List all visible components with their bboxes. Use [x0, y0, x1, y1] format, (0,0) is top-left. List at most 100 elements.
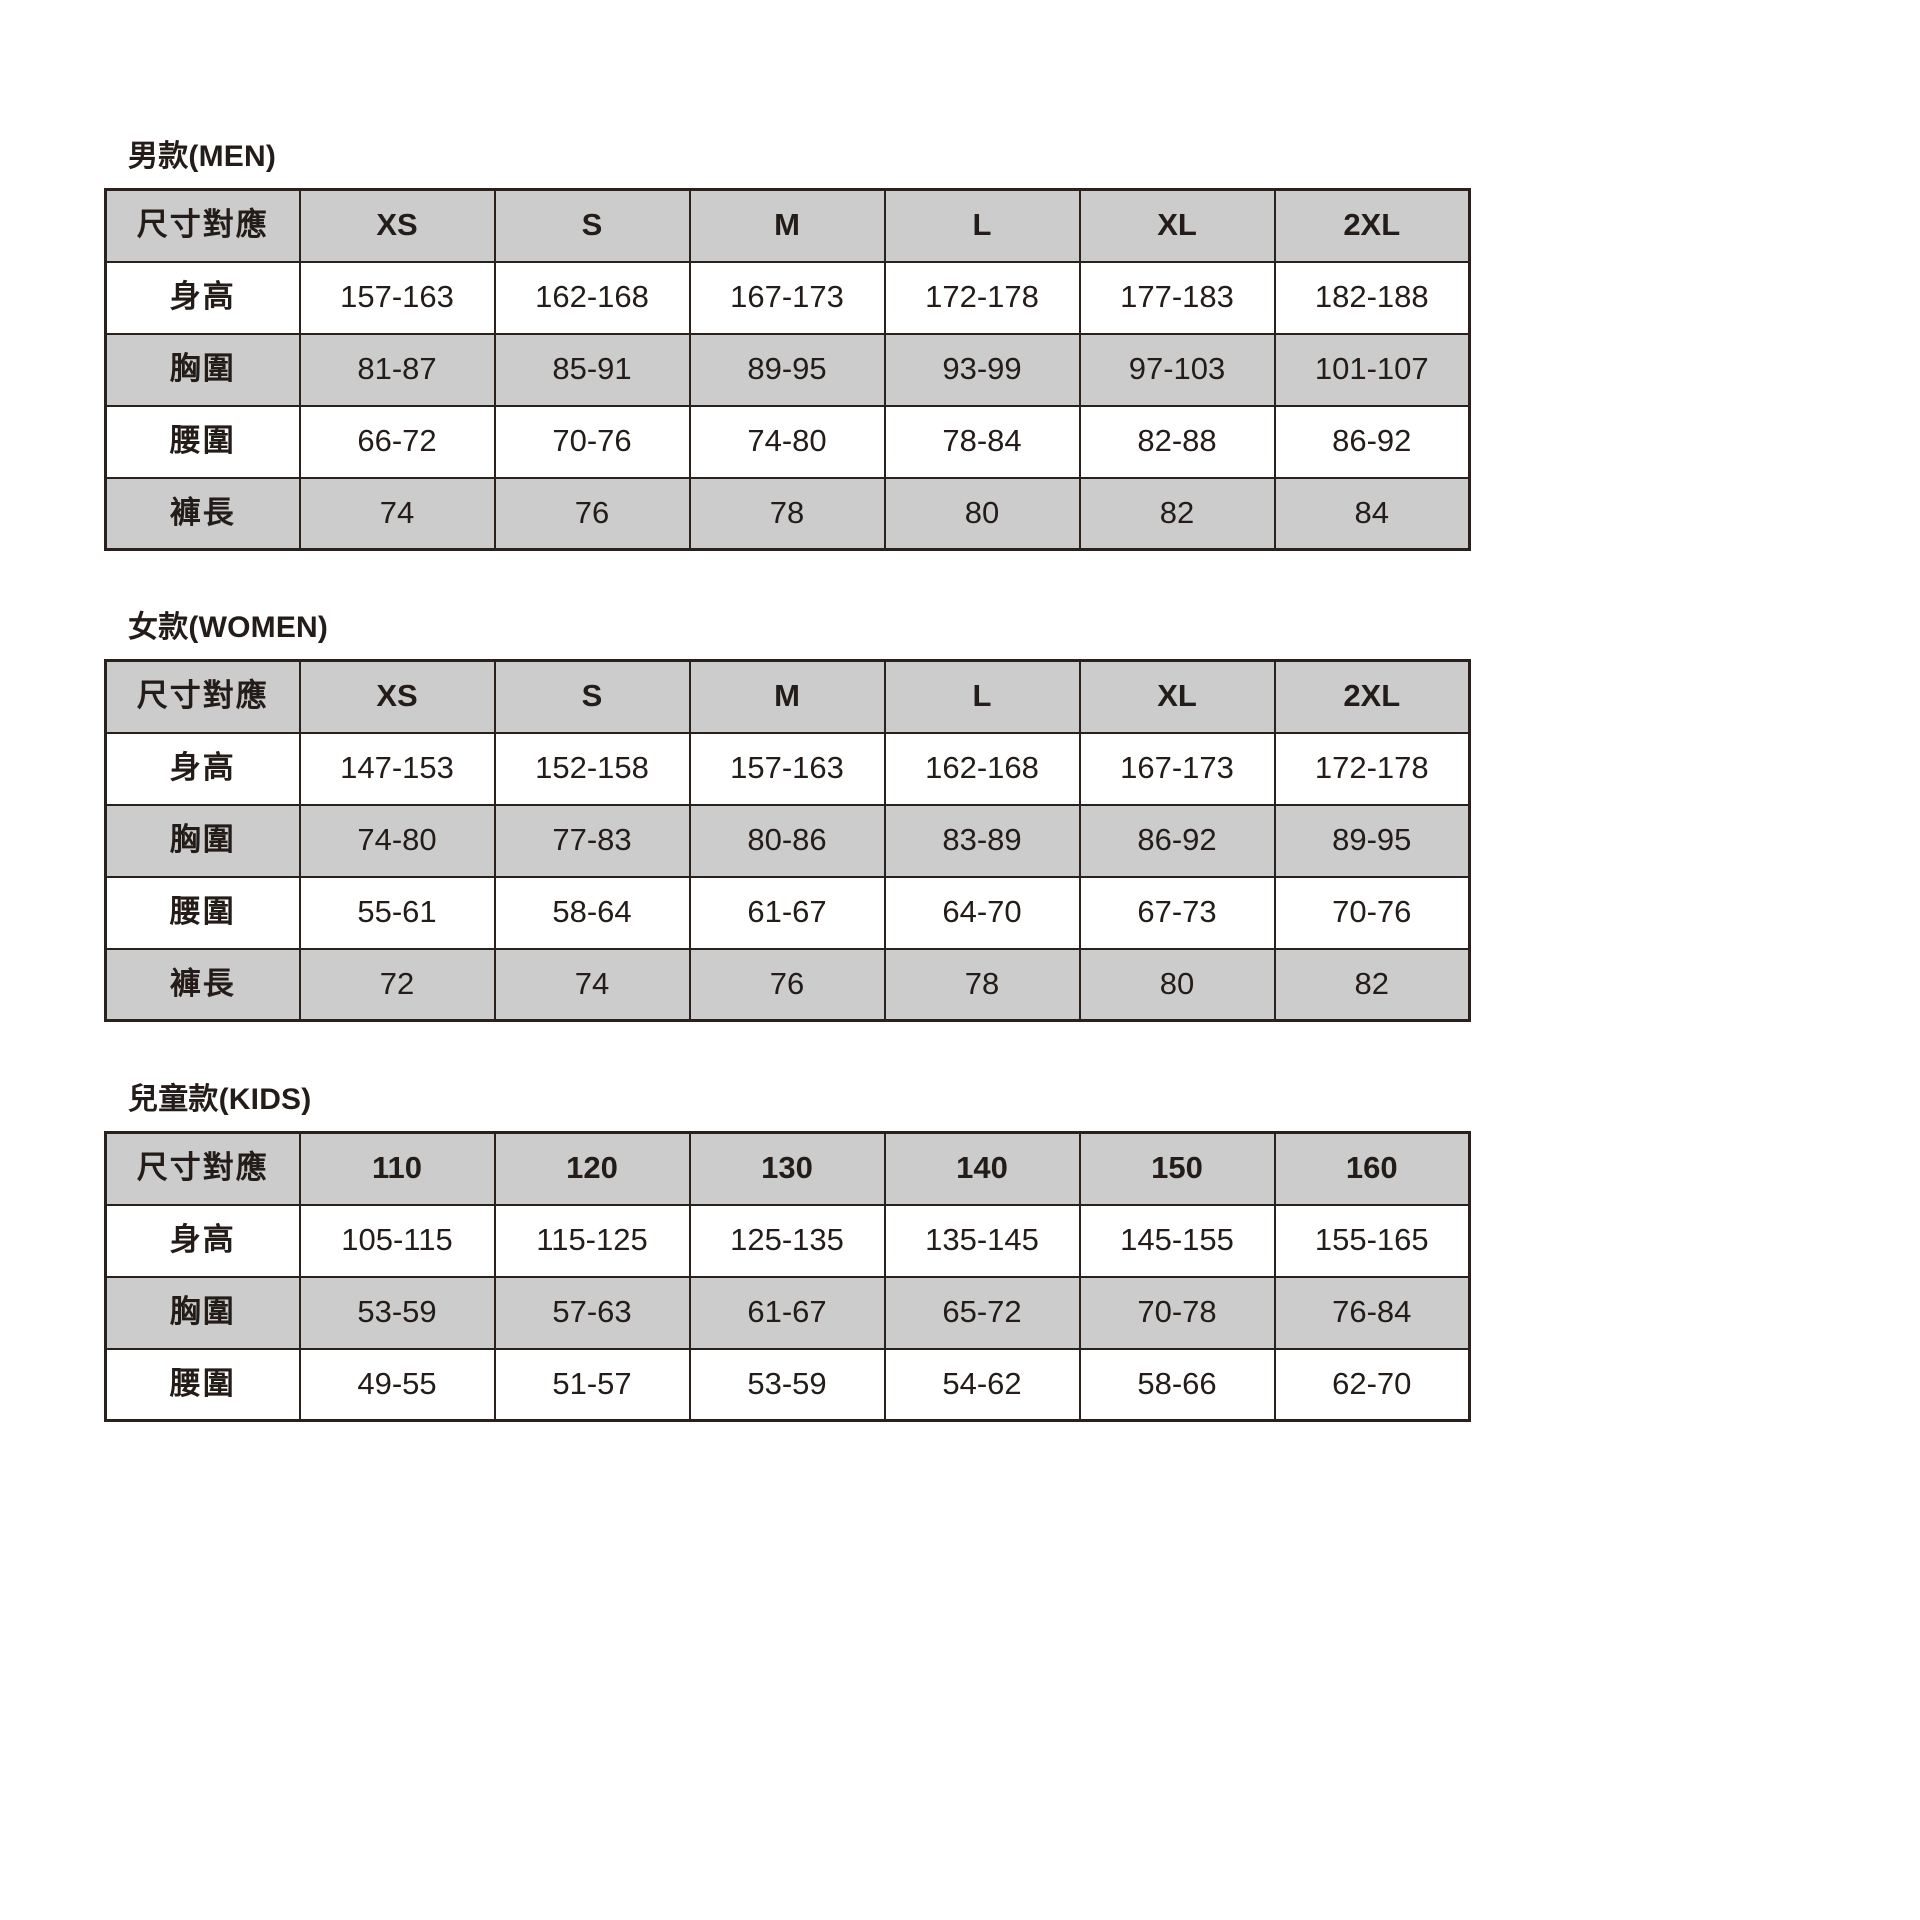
row-label-cell: 胸圍 [104, 1275, 301, 1350]
row-label-cell: 腰圍 [104, 404, 301, 479]
header-label-cell: 尺寸對應 [104, 659, 301, 734]
table-header-row: 尺寸對應 XS S M L XL 2XL [104, 659, 1471, 734]
data-cell: 89-95 [1273, 803, 1471, 878]
data-cell: 82 [1273, 947, 1471, 1022]
data-cell: 172-178 [883, 260, 1081, 335]
data-cell: 78 [688, 476, 886, 551]
row-label-cell: 腰圍 [104, 875, 301, 950]
data-cell: 53-59 [688, 1347, 886, 1422]
header-size-cell: XS [298, 659, 496, 734]
header-size-cell: XL [1078, 188, 1276, 263]
data-cell: 53-59 [298, 1275, 496, 1350]
header-size-cell: 160 [1273, 1131, 1471, 1206]
data-cell: 72 [298, 947, 496, 1022]
header-size-cell: XL [1078, 659, 1276, 734]
table-row: 胸圍 74-80 77-83 80-86 83-89 86-92 89-95 [104, 803, 1471, 878]
size-table-women: 尺寸對應 XS S M L XL 2XL 身高 147-153 152-158 … [104, 659, 1471, 1022]
data-cell: 157-163 [298, 260, 496, 335]
block-title-kids: 兒童款(KIDS) [128, 1083, 312, 1116]
table-row: 身高 105-115 115-125 125-135 135-145 145-1… [104, 1203, 1471, 1278]
data-cell: 135-145 [883, 1203, 1081, 1278]
data-cell: 125-135 [688, 1203, 886, 1278]
table-row: 褲長 72 74 76 78 80 82 [104, 947, 1471, 1022]
data-cell: 80 [883, 476, 1081, 551]
data-cell: 84 [1273, 476, 1471, 551]
data-cell: 51-57 [493, 1347, 691, 1422]
table-header-row: 尺寸對應 XS S M L XL 2XL [104, 188, 1471, 263]
header-size-cell: 2XL [1273, 659, 1471, 734]
size-table-kids: 尺寸對應 110 120 130 140 150 160 身高 105-115 … [104, 1131, 1471, 1422]
data-cell: 76 [688, 947, 886, 1022]
data-cell: 61-67 [688, 875, 886, 950]
header-size-cell: M [688, 188, 886, 263]
header-label-cell: 尺寸對應 [104, 188, 301, 263]
row-label-cell: 褲長 [104, 947, 301, 1022]
data-cell: 182-188 [1273, 260, 1471, 335]
header-size-cell: 120 [493, 1131, 691, 1206]
header-size-cell: L [883, 659, 1081, 734]
data-cell: 74 [493, 947, 691, 1022]
data-cell: 167-173 [688, 260, 886, 335]
data-cell: 82-88 [1078, 404, 1276, 479]
data-cell: 155-165 [1273, 1203, 1471, 1278]
data-cell: 54-62 [883, 1347, 1081, 1422]
data-cell: 61-67 [688, 1275, 886, 1350]
row-label-cell: 胸圍 [104, 803, 301, 878]
header-size-cell: S [493, 188, 691, 263]
data-cell: 162-168 [883, 731, 1081, 806]
data-cell: 97-103 [1078, 332, 1276, 407]
data-cell: 78-84 [883, 404, 1081, 479]
data-cell: 101-107 [1273, 332, 1471, 407]
data-cell: 76-84 [1273, 1275, 1471, 1350]
row-label-cell: 身高 [104, 260, 301, 335]
header-size-cell: 130 [688, 1131, 886, 1206]
header-size-cell: 110 [298, 1131, 496, 1206]
data-cell: 67-73 [1078, 875, 1276, 950]
data-cell: 157-163 [688, 731, 886, 806]
data-cell: 105-115 [298, 1203, 496, 1278]
data-cell: 70-76 [1273, 875, 1471, 950]
header-size-cell: L [883, 188, 1081, 263]
row-label-cell: 褲長 [104, 476, 301, 551]
data-cell: 86-92 [1273, 404, 1471, 479]
data-cell: 89-95 [688, 332, 886, 407]
data-cell: 152-158 [493, 731, 691, 806]
data-cell: 74-80 [688, 404, 886, 479]
header-size-cell: 140 [883, 1131, 1081, 1206]
header-label-cell: 尺寸對應 [104, 1131, 301, 1206]
data-cell: 115-125 [493, 1203, 691, 1278]
data-cell: 70-78 [1078, 1275, 1276, 1350]
data-cell: 76 [493, 476, 691, 551]
row-label-cell: 腰圍 [104, 1347, 301, 1422]
data-cell: 78 [883, 947, 1081, 1022]
data-cell: 80 [1078, 947, 1276, 1022]
table-row: 身高 157-163 162-168 167-173 172-178 177-1… [104, 260, 1471, 335]
data-cell: 167-173 [1078, 731, 1276, 806]
data-cell: 172-178 [1273, 731, 1471, 806]
data-cell: 65-72 [883, 1275, 1081, 1350]
block-title-women: 女款(WOMEN) [128, 611, 329, 644]
data-cell: 74 [298, 476, 496, 551]
data-cell: 81-87 [298, 332, 496, 407]
data-cell: 177-183 [1078, 260, 1276, 335]
table-row: 腰圍 66-72 70-76 74-80 78-84 82-88 86-92 [104, 404, 1471, 479]
data-cell: 86-92 [1078, 803, 1276, 878]
header-size-cell: S [493, 659, 691, 734]
data-cell: 64-70 [883, 875, 1081, 950]
data-cell: 147-153 [298, 731, 496, 806]
data-cell: 49-55 [298, 1347, 496, 1422]
table-row: 褲長 74 76 78 80 82 84 [104, 476, 1471, 551]
data-cell: 57-63 [493, 1275, 691, 1350]
table-row: 身高 147-153 152-158 157-163 162-168 167-1… [104, 731, 1471, 806]
size-chart-block-women: 女款(WOMEN) 尺寸對應 XS S M L XL 2XL 身高 147-15… [0, 613, 1920, 1022]
data-cell: 58-66 [1078, 1347, 1276, 1422]
table-row: 胸圍 81-87 85-91 89-95 93-99 97-103 101-10… [104, 332, 1471, 407]
header-size-cell: 150 [1078, 1131, 1276, 1206]
row-label-cell: 身高 [104, 1203, 301, 1278]
data-cell: 74-80 [298, 803, 496, 878]
data-cell: 83-89 [883, 803, 1081, 878]
data-cell: 55-61 [298, 875, 496, 950]
data-cell: 162-168 [493, 260, 691, 335]
data-cell: 93-99 [883, 332, 1081, 407]
